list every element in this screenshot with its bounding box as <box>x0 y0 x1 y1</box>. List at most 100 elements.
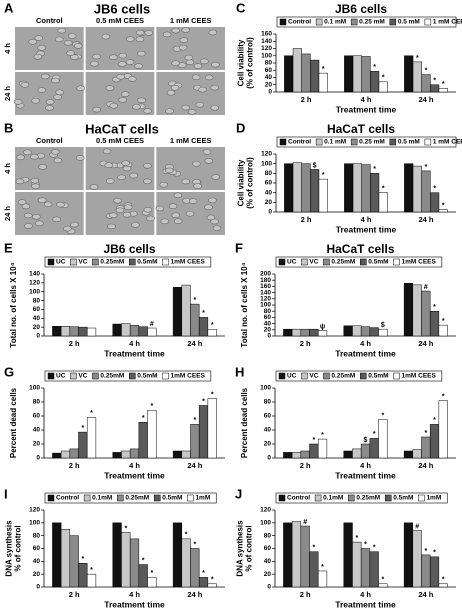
cell <box>192 161 201 167</box>
legend-label: UC <box>287 373 297 380</box>
x-axis-label: Treatment time <box>104 470 165 480</box>
cell <box>135 29 145 36</box>
x-axis-label: Treatment time <box>335 470 396 480</box>
y-tick-label: 20 <box>265 81 273 88</box>
bar <box>300 450 310 459</box>
cell <box>143 162 152 169</box>
cell <box>28 39 38 45</box>
significance-mark: * <box>442 202 445 209</box>
significance-mark: * <box>416 55 419 62</box>
bar <box>138 422 148 459</box>
legend-label: Control <box>288 139 311 146</box>
cell <box>204 158 214 164</box>
significance-mark: # <box>150 321 154 328</box>
cell <box>165 108 174 114</box>
bar <box>404 163 414 213</box>
bar <box>147 577 157 588</box>
y-axis-label: (% of control) <box>246 157 255 209</box>
cell <box>16 154 25 161</box>
bar <box>147 410 157 459</box>
panel-title: HaCaT cells <box>85 121 159 136</box>
significance-mark: * <box>211 577 214 584</box>
cell <box>75 155 85 161</box>
bar <box>181 450 191 459</box>
bar <box>369 438 379 459</box>
legend-label: 0.5mM <box>137 373 157 380</box>
cell <box>210 105 220 111</box>
bar <box>430 192 440 213</box>
y-tick-label: 40 <box>265 189 273 196</box>
cell <box>45 105 54 111</box>
y-tick-label: 80 <box>33 532 41 539</box>
legend-swatch <box>162 258 169 266</box>
significance-mark: # <box>424 284 428 291</box>
legend-label: 1mM CEES <box>171 373 206 380</box>
y-tick-label: 80 <box>33 399 41 406</box>
significance-mark: * <box>193 417 196 424</box>
x-tick-label: 24 h <box>187 590 202 599</box>
significance-mark: * <box>193 297 196 304</box>
cell <box>50 149 60 155</box>
cell <box>127 76 137 82</box>
cell <box>31 183 40 190</box>
cell <box>181 178 191 185</box>
legend: Control 0.1mM 0.25mM 0.5mM 1mM <box>44 492 217 504</box>
legend-swatch <box>278 258 286 266</box>
x-tick-label: 24 h <box>418 461 433 470</box>
cell <box>188 198 198 204</box>
bar <box>198 577 209 588</box>
y-tick-label: 120 <box>261 45 272 52</box>
y-tick-label: 120 <box>260 507 271 514</box>
y-axis-label: Percent dead cells <box>9 387 18 458</box>
bar <box>352 448 362 459</box>
cell <box>143 108 152 114</box>
bar <box>78 563 88 588</box>
cell <box>118 97 128 103</box>
x-tick-label: 2 h <box>301 215 312 224</box>
bar <box>301 163 311 213</box>
y-tick-label: 160 <box>260 283 271 290</box>
legend-swatch <box>187 494 194 502</box>
cell <box>67 33 77 39</box>
cell <box>54 36 64 43</box>
cell <box>198 86 207 93</box>
bar <box>284 55 294 93</box>
significance-mark: * <box>322 172 325 179</box>
y-tick-label: 100 <box>260 385 271 392</box>
cell <box>56 201 65 208</box>
bar <box>300 328 310 337</box>
x-axis-label: Treatment time <box>104 599 165 609</box>
cell <box>193 63 203 69</box>
y-axis-label: % of control <box>14 525 23 571</box>
x-tick-label: 2 h <box>301 95 312 104</box>
bar <box>283 328 293 337</box>
cell <box>32 213 41 220</box>
y-tick-label: 80 <box>33 297 41 304</box>
y-tick-label: 20 <box>33 324 41 331</box>
y-tick-label: 40 <box>33 558 41 565</box>
bar <box>403 283 414 337</box>
significance-mark: * <box>433 304 436 311</box>
significance-mark: * <box>202 310 205 317</box>
legend-label: 0.5 mM <box>398 139 420 146</box>
legend-label: Control <box>287 495 310 502</box>
cell <box>185 59 195 66</box>
x-tick-label: 4 h <box>361 215 372 224</box>
significance-mark: * <box>193 541 196 548</box>
bar <box>412 165 422 213</box>
legend-label: VC <box>309 259 318 266</box>
significance-mark: * <box>382 186 385 193</box>
legend-swatch <box>47 258 55 266</box>
cell <box>53 94 62 100</box>
x-tick-label: 4 h <box>129 339 140 348</box>
bar <box>207 398 217 459</box>
bar <box>121 532 131 588</box>
bar <box>352 325 362 337</box>
significance-mark: * <box>81 556 84 563</box>
significance-mark: * <box>90 567 93 574</box>
cell <box>162 31 172 38</box>
y-tick-label: 60 <box>265 180 273 187</box>
column-label: 1 mM CEES <box>170 16 212 25</box>
bar <box>112 323 122 337</box>
bar <box>284 163 294 213</box>
